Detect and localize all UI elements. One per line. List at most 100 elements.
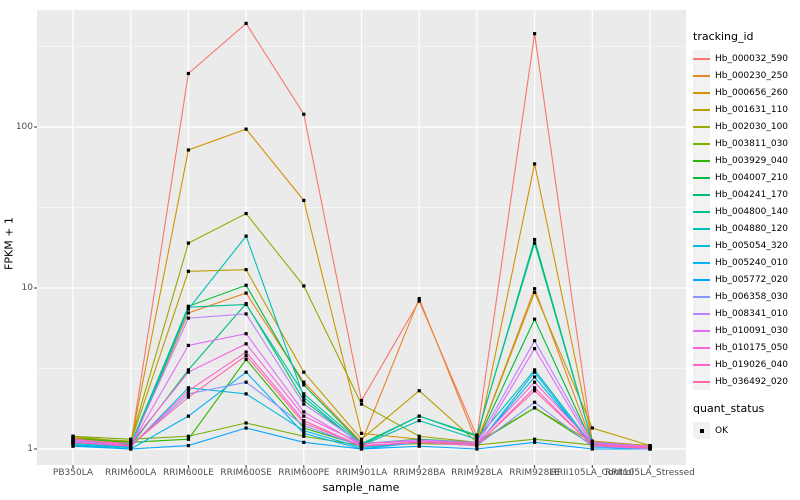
data-point — [302, 402, 306, 406]
legend-item-label: Hb_006358_030 — [715, 291, 789, 302]
data-point — [302, 380, 306, 384]
data-point — [533, 290, 537, 294]
legend-color-line — [693, 74, 710, 77]
data-point — [533, 440, 537, 444]
data-point — [302, 284, 306, 288]
data-point — [302, 423, 306, 428]
data-point — [244, 268, 248, 272]
legend-title: tracking_id — [693, 30, 754, 43]
data-point — [129, 443, 133, 448]
data-point — [244, 302, 248, 307]
legend-item-label: Hb_036492_020 — [715, 376, 789, 387]
data-point — [302, 198, 306, 203]
legend-item: Hb_005054_320 — [693, 237, 799, 254]
x-tick-label: RRIM901LA — [335, 468, 388, 478]
data-point — [244, 392, 248, 396]
legend-item-label: Hb_000032_590 — [715, 53, 789, 64]
data-point — [648, 446, 652, 450]
data-point — [475, 433, 479, 437]
legend-color-line — [693, 346, 710, 349]
legend-color-line — [693, 142, 710, 145]
legend-key-line-icon — [693, 101, 710, 118]
legend-key-line-icon — [693, 84, 710, 101]
data-point — [302, 419, 306, 423]
legend-color-line — [693, 278, 710, 281]
data-point — [186, 305, 190, 309]
data-point — [533, 317, 537, 321]
data-point — [244, 380, 248, 384]
data-point — [302, 410, 306, 414]
data-point — [475, 447, 479, 451]
data-point — [302, 421, 306, 425]
legend-key-line-icon — [693, 50, 710, 67]
data-point — [244, 211, 248, 216]
legend-item-label: Hb_003811_030 — [715, 138, 789, 149]
legend-item: Hb_003811_030 — [693, 135, 799, 152]
legend-key-line-icon — [693, 152, 710, 169]
legend-key-line-icon — [693, 339, 710, 356]
legend-color-line — [693, 244, 710, 247]
data-point — [186, 343, 190, 348]
data-point — [533, 370, 537, 374]
legend-item: Hb_010175_050 — [693, 339, 799, 356]
data-point — [533, 162, 537, 166]
legend-item: Hb_000230_250 — [693, 67, 799, 84]
x-tick-label: RRIM928LE — [509, 468, 560, 478]
data-point — [186, 148, 190, 152]
legend-item: Hb_004880_120 — [693, 220, 799, 237]
data-point — [71, 437, 75, 441]
legend-item: Hb_004800_140 — [693, 203, 799, 220]
legend-item: Hb_036492_020 — [693, 373, 799, 390]
data-point — [359, 442, 364, 446]
data-point — [186, 370, 190, 374]
data-point — [129, 437, 133, 441]
y-tick-label: 100 — [15, 122, 33, 132]
x-tick-label: RRIM928BA — [392, 468, 446, 478]
data-point — [71, 444, 75, 448]
data-point — [244, 332, 248, 336]
data-point — [244, 312, 248, 316]
legend-color-line — [693, 57, 710, 60]
data-point — [186, 368, 190, 372]
data-point — [302, 429, 306, 433]
data-point — [359, 431, 364, 435]
data-point — [186, 311, 190, 315]
data-point — [244, 354, 248, 358]
legend-color-line — [693, 261, 710, 264]
data-point — [186, 307, 190, 311]
legend-key-line-icon — [693, 237, 710, 254]
legend-item-label: Hb_002030_100 — [715, 121, 789, 132]
data-point — [302, 431, 306, 435]
data-point — [417, 440, 421, 444]
x-tick-label: RRIM600PE — [278, 468, 330, 478]
data-point — [359, 398, 364, 403]
data-point — [533, 237, 537, 242]
data-point — [590, 447, 594, 451]
data-point — [533, 380, 537, 384]
legend-item: Hb_005240_010 — [693, 254, 799, 271]
legend-key-line-icon — [693, 305, 710, 322]
legend-color-line — [693, 159, 710, 162]
legend-item-label: Hb_010091_030 — [715, 325, 789, 336]
legend-item-label: Hb_019026_040 — [715, 359, 789, 370]
x-tick-label: RRIM600LA — [104, 468, 157, 478]
legend-key-line-icon — [693, 271, 710, 288]
y-tick-label: 10 — [21, 283, 33, 293]
y-tick-label: 1 — [27, 444, 33, 454]
data-point — [533, 339, 537, 343]
data-point — [359, 443, 364, 448]
data-point — [186, 414, 190, 418]
legend-item-label: Hb_001631_110 — [715, 104, 789, 115]
legend-color-line — [693, 91, 710, 94]
legend-key-line-icon — [693, 322, 710, 339]
ok-point-key — [693, 422, 710, 439]
data-point — [533, 287, 537, 291]
data-point — [186, 443, 190, 448]
data-point — [533, 400, 537, 404]
data-point — [359, 447, 364, 451]
legend-item: Hb_003929_040 — [693, 152, 799, 169]
legend-key-line-icon — [693, 254, 710, 271]
legend-color-line — [693, 108, 710, 111]
